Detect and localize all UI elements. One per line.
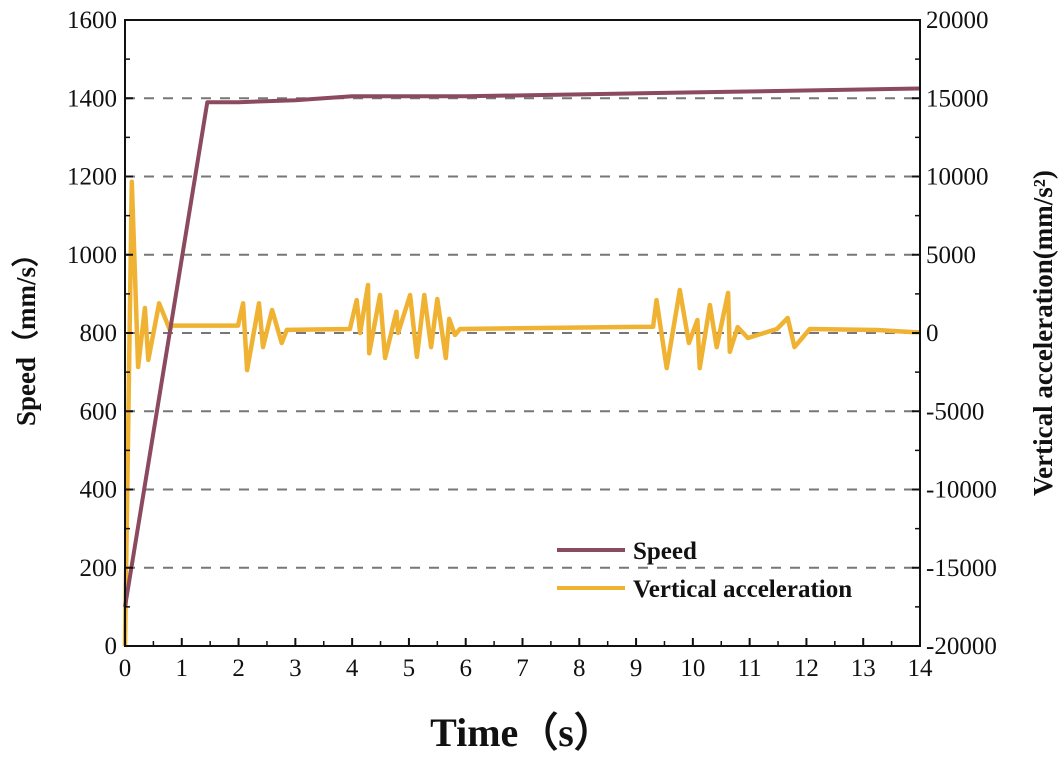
y-left-tick-label: 600 (80, 398, 118, 425)
y-right-tick-label: -10000 (926, 477, 997, 504)
vertical-acceleration-line (122, 179, 921, 647)
y-right-axis-label: Vertical acceleration(mm/s²) (1028, 170, 1058, 496)
x-axis-label: Time（s） (430, 710, 614, 755)
x-tick-label: 10 (680, 655, 705, 682)
y-left-tick-label: 0 (105, 633, 118, 660)
y-right-tick-label: -20000 (926, 633, 997, 660)
y-left-tick-label: 400 (80, 477, 118, 504)
x-tick-label: 7 (516, 655, 529, 682)
legend: Speed Vertical acceleration (557, 538, 852, 603)
y-left-tick-label: 1600 (67, 7, 117, 34)
x-tick-label: 1 (176, 655, 189, 682)
y-right-tick-label: 10000 (926, 164, 989, 191)
x-tick-label: 9 (630, 655, 643, 682)
y-left-tick-label: 1000 (67, 242, 117, 269)
ticks: 02004006008001000120014001600-20000-1500… (67, 7, 997, 682)
y-left-axis-label: Speed（mm/s） (11, 240, 41, 426)
y-left-tick-label: 1200 (67, 164, 117, 191)
y-left-tick-label: 800 (80, 320, 118, 347)
x-tick-label: 8 (573, 655, 586, 682)
x-tick-label: 14 (908, 655, 934, 682)
speed-line (123, 86, 921, 608)
x-tick-label: 4 (346, 655, 359, 682)
x-tick-label: 0 (119, 655, 132, 682)
x-tick-label: 3 (289, 655, 302, 682)
y-right-tick-label: 0 (926, 320, 939, 347)
y-left-tick-label: 1400 (67, 85, 117, 112)
x-tick-label: 11 (738, 655, 762, 682)
y-left-tick-label: 200 (80, 555, 118, 582)
y-right-tick-label: -5000 (926, 398, 984, 425)
x-tick-label: 2 (232, 655, 245, 682)
y-right-tick-label: 5000 (926, 242, 976, 269)
y-right-tick-label: 20000 (926, 7, 989, 34)
series-group (122, 86, 921, 647)
y-right-tick-label: -15000 (926, 555, 997, 582)
x-tick-label: 13 (851, 655, 876, 682)
x-tick-label: 12 (794, 655, 819, 682)
legend-label-acceleration: Vertical acceleration (633, 576, 852, 603)
x-tick-label: 6 (459, 655, 472, 682)
legend-label-speed: Speed (633, 538, 697, 565)
y-right-tick-label: 15000 (926, 85, 989, 112)
x-tick-label: 5 (403, 655, 416, 682)
